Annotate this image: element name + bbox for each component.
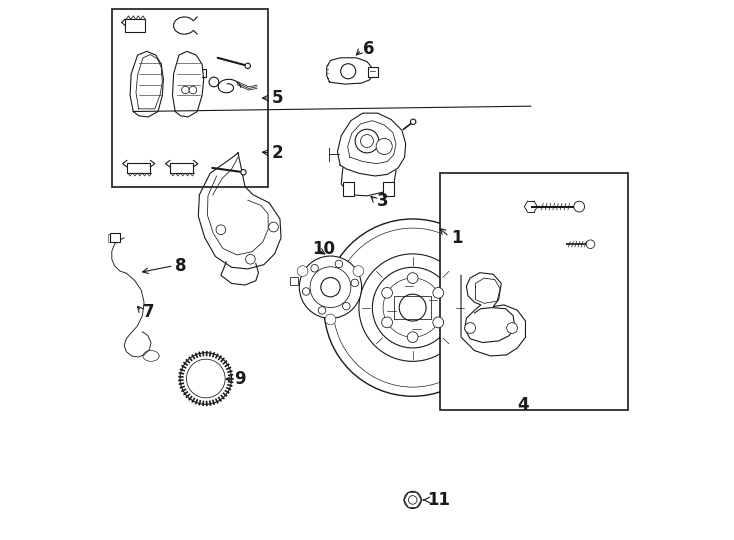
Circle shape — [341, 64, 356, 79]
Circle shape — [408, 496, 417, 504]
Circle shape — [376, 138, 392, 154]
Bar — [383, 183, 394, 196]
Text: 5: 5 — [272, 89, 283, 107]
Bar — [126, 19, 145, 32]
Circle shape — [335, 260, 343, 268]
Circle shape — [302, 288, 310, 295]
Circle shape — [574, 201, 584, 212]
Circle shape — [382, 287, 393, 298]
Circle shape — [319, 307, 326, 314]
Circle shape — [269, 222, 278, 232]
Bar — [343, 183, 354, 196]
Circle shape — [241, 170, 246, 175]
Text: 10: 10 — [312, 240, 335, 258]
Circle shape — [324, 219, 501, 396]
Circle shape — [372, 267, 453, 348]
Text: 8: 8 — [175, 256, 186, 275]
Circle shape — [186, 359, 225, 398]
Bar — [440, 173, 628, 410]
Circle shape — [310, 265, 319, 272]
Text: 4: 4 — [517, 396, 528, 414]
Circle shape — [410, 119, 416, 124]
Text: 11: 11 — [427, 491, 450, 509]
Circle shape — [586, 240, 595, 248]
Circle shape — [407, 273, 418, 284]
Circle shape — [355, 129, 379, 153]
Circle shape — [360, 134, 374, 147]
Circle shape — [343, 302, 350, 310]
Bar — [170, 163, 194, 173]
Text: 7: 7 — [142, 303, 154, 321]
Circle shape — [382, 317, 393, 328]
Text: 6: 6 — [363, 39, 374, 58]
Circle shape — [246, 254, 255, 264]
Circle shape — [383, 278, 442, 337]
Circle shape — [407, 332, 418, 342]
Circle shape — [245, 63, 250, 69]
Bar — [112, 9, 268, 187]
Circle shape — [433, 287, 443, 298]
Text: 3: 3 — [377, 192, 388, 210]
Circle shape — [321, 278, 340, 297]
Text: 2: 2 — [272, 144, 283, 162]
Circle shape — [180, 353, 232, 404]
Circle shape — [216, 225, 226, 234]
Circle shape — [333, 228, 493, 387]
Circle shape — [433, 317, 443, 328]
Text: 9: 9 — [233, 370, 245, 388]
Bar — [368, 67, 378, 77]
Circle shape — [209, 77, 219, 87]
Bar — [127, 163, 150, 173]
Circle shape — [351, 279, 359, 287]
Circle shape — [353, 266, 364, 276]
Text: 1: 1 — [451, 229, 462, 247]
Circle shape — [404, 491, 421, 509]
Circle shape — [299, 256, 362, 319]
Circle shape — [181, 86, 189, 94]
Bar — [290, 277, 298, 285]
Circle shape — [465, 322, 476, 333]
Circle shape — [506, 322, 517, 333]
Circle shape — [359, 254, 466, 361]
Circle shape — [297, 266, 308, 276]
Circle shape — [189, 86, 197, 94]
Circle shape — [325, 314, 336, 325]
Circle shape — [310, 267, 351, 308]
Bar — [110, 233, 120, 242]
Circle shape — [399, 294, 426, 321]
